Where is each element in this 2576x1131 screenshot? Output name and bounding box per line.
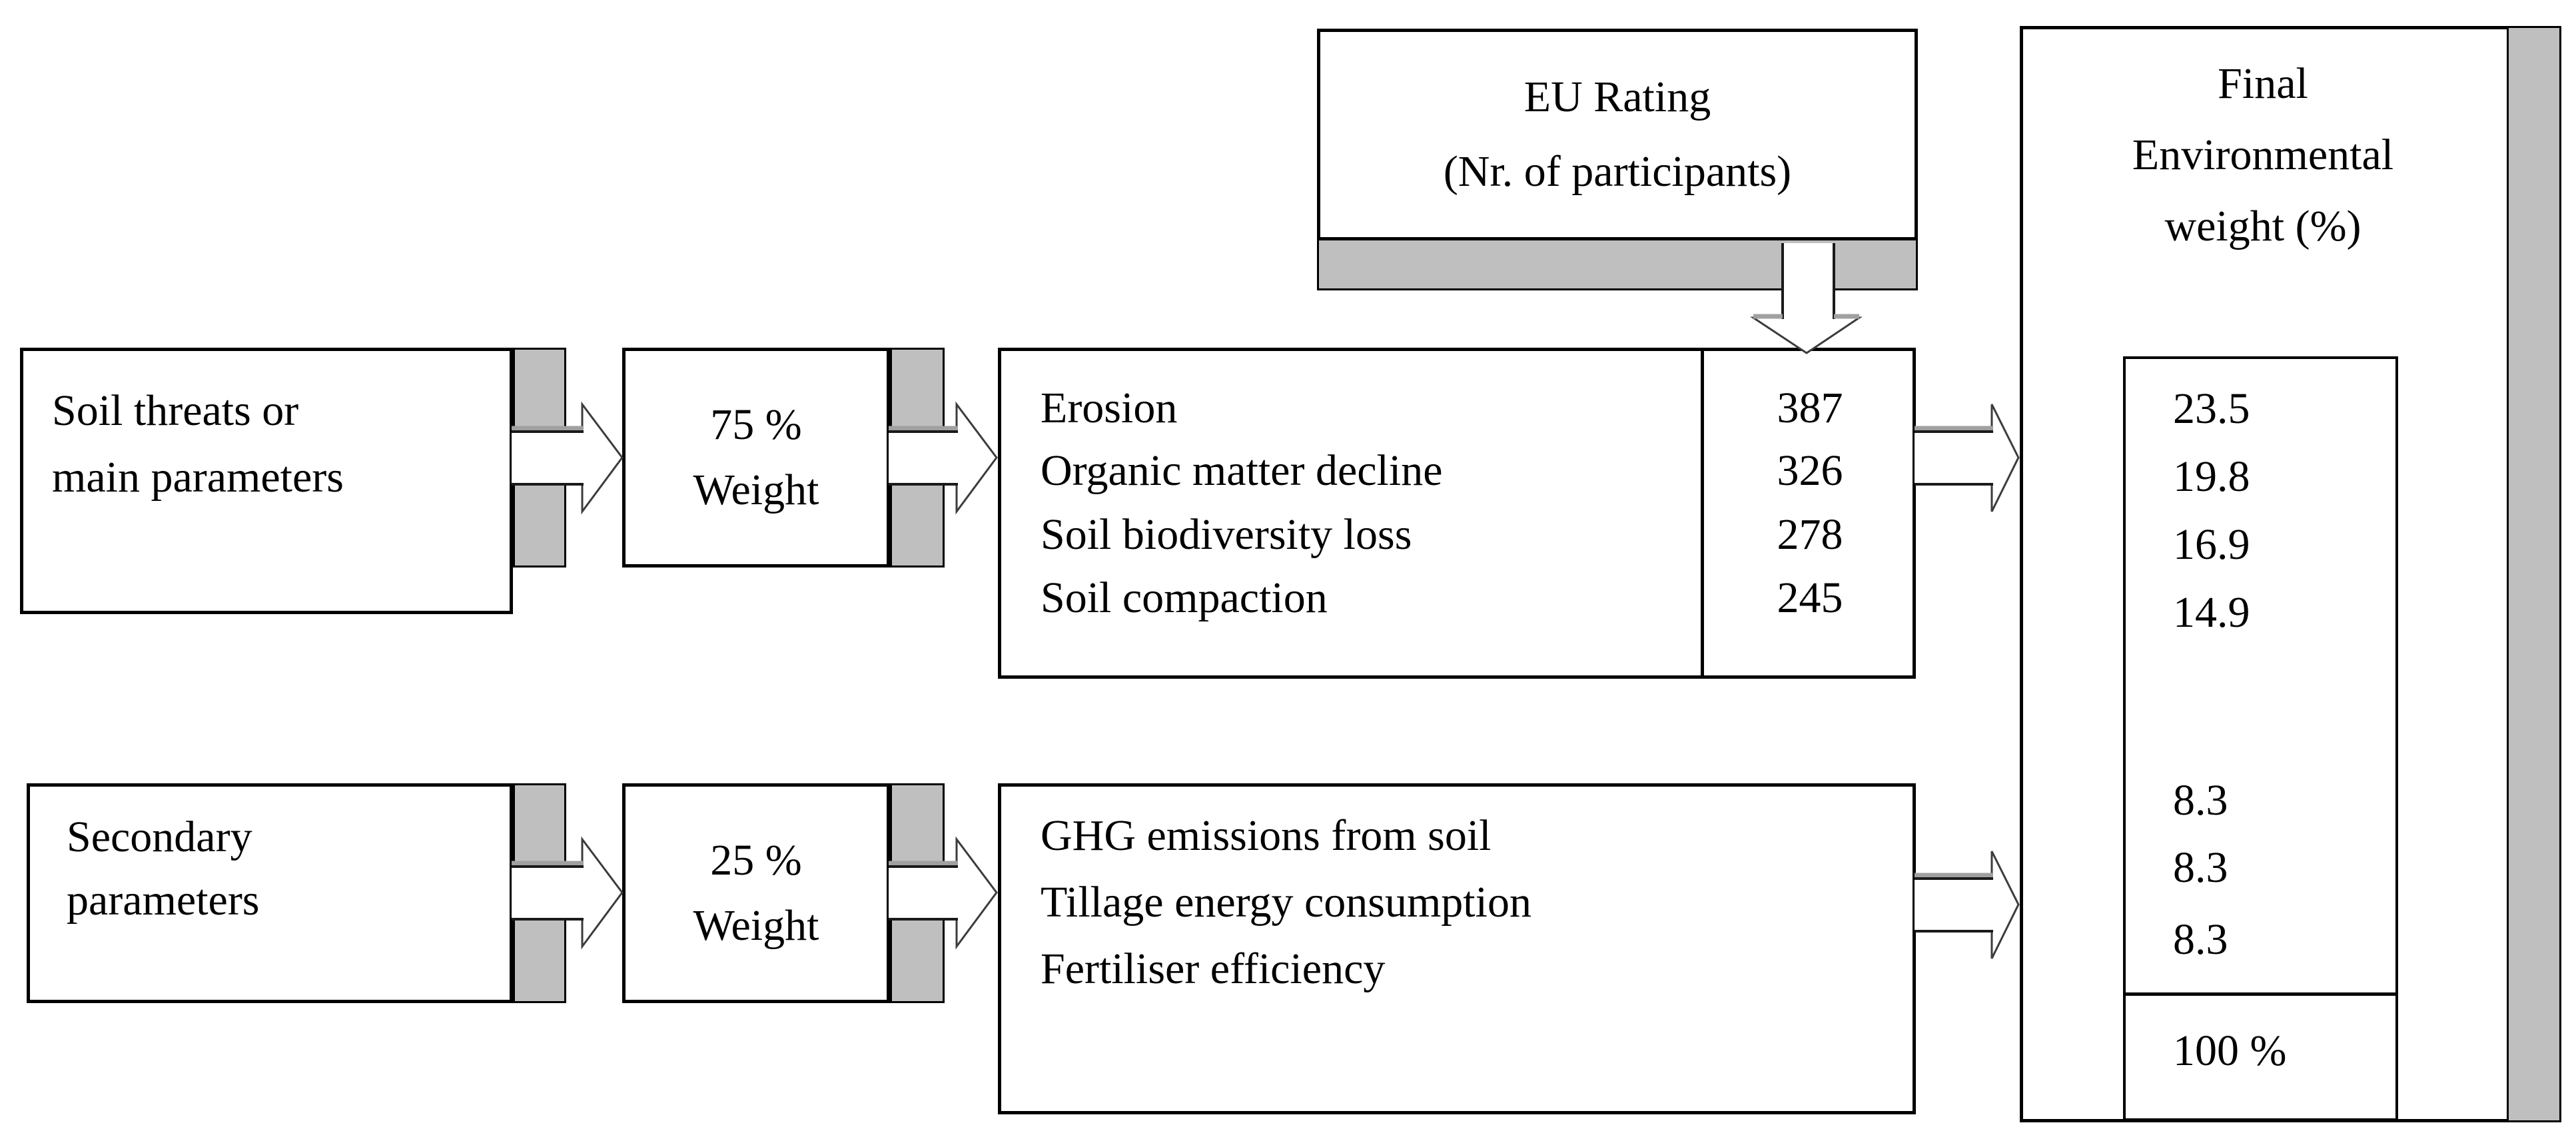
arrow-right-icon bbox=[889, 836, 998, 950]
box-secondary-parameters-text: Secondary parameters bbox=[67, 805, 260, 932]
final-weight-main: 14.9 bbox=[2173, 588, 2250, 637]
box-25-weight bbox=[622, 783, 890, 1003]
final-weight-main: 16.9 bbox=[2173, 520, 2250, 569]
weight-25-line1: 25 % bbox=[710, 836, 802, 885]
main-param-label: Erosion bbox=[1041, 384, 1178, 432]
arrow-right-icon bbox=[1915, 404, 2020, 512]
secondary-param-label: Tillage energy consumption bbox=[1041, 878, 1531, 927]
final-weight-main: 23.5 bbox=[2173, 384, 2250, 433]
eu-rating-line2: (Nr. of participants) bbox=[1443, 147, 1792, 196]
box-soil-threats-text: Soil threats or main parameters bbox=[52, 378, 344, 511]
final-weight-secondary: 8.3 bbox=[2173, 843, 2228, 892]
secondary-param-label: Fertiliser efficiency bbox=[1041, 944, 1386, 993]
main-param-rating: 387 bbox=[1777, 384, 1843, 432]
final-title-line3: weight (%) bbox=[2164, 202, 2361, 250]
final-total-divider bbox=[2123, 992, 2398, 996]
box-final-title: Final Environmental weight (%) bbox=[2033, 48, 2493, 261]
arrow-down-icon bbox=[1750, 243, 1863, 354]
main-parameters-ratings-divider bbox=[1701, 348, 1704, 679]
final-weight-secondary: 8.3 bbox=[2173, 776, 2228, 825]
main-param-rating: 326 bbox=[1777, 446, 1843, 495]
final-title-line1: Final bbox=[2218, 59, 2308, 108]
final-weight-main: 19.8 bbox=[2173, 452, 2250, 501]
box-secondary-parameters bbox=[27, 783, 513, 1003]
final-weight-secondary: 8.3 bbox=[2173, 915, 2228, 964]
final-total-value: 100 % bbox=[2173, 1026, 2287, 1075]
weight-75-line2: Weight bbox=[693, 466, 819, 514]
arrow-right-icon bbox=[889, 401, 998, 515]
main-param-label: Organic matter decline bbox=[1041, 446, 1443, 495]
box-75-weight bbox=[622, 348, 890, 567]
weight-75-line1: 75 % bbox=[710, 400, 802, 449]
box-25-weight-text: 25 % Weight bbox=[622, 783, 890, 1003]
main-param-label: Soil compaction bbox=[1041, 573, 1328, 622]
soil-threats-line2: main parameters bbox=[52, 453, 344, 502]
arrow-right-icon bbox=[512, 836, 624, 950]
box-soil-threats bbox=[20, 348, 513, 614]
box-eu-rating-text: EU Rating (Nr. of participants) bbox=[1317, 29, 1918, 240]
box-secondary-parameters-list bbox=[998, 783, 1916, 1114]
secondary-line1: Secondary bbox=[67, 813, 252, 861]
soil-threats-line1: Soil threats or bbox=[52, 386, 299, 435]
main-param-rating: 278 bbox=[1777, 510, 1843, 559]
main-param-label: Soil biodiversity loss bbox=[1041, 510, 1412, 559]
arrow-right-icon bbox=[512, 401, 624, 515]
secondary-param-label: GHG emissions from soil bbox=[1041, 811, 1492, 860]
box-final-values bbox=[2123, 356, 2398, 1121]
box-75-weight-text: 75 % Weight bbox=[622, 348, 890, 567]
arrow-right-icon bbox=[1915, 851, 2020, 959]
box-main-parameters-list bbox=[998, 348, 1916, 679]
main-param-rating: 245 bbox=[1777, 573, 1843, 622]
secondary-line2: parameters bbox=[67, 876, 260, 925]
gray-strip-final-right bbox=[2507, 26, 2561, 1122]
final-title-line2: Environmental bbox=[2132, 131, 2394, 179]
box-eu-rating bbox=[1317, 29, 1918, 240]
eu-rating-line1: EU Rating bbox=[1523, 73, 1711, 121]
weight-25-line2: Weight bbox=[693, 901, 819, 950]
